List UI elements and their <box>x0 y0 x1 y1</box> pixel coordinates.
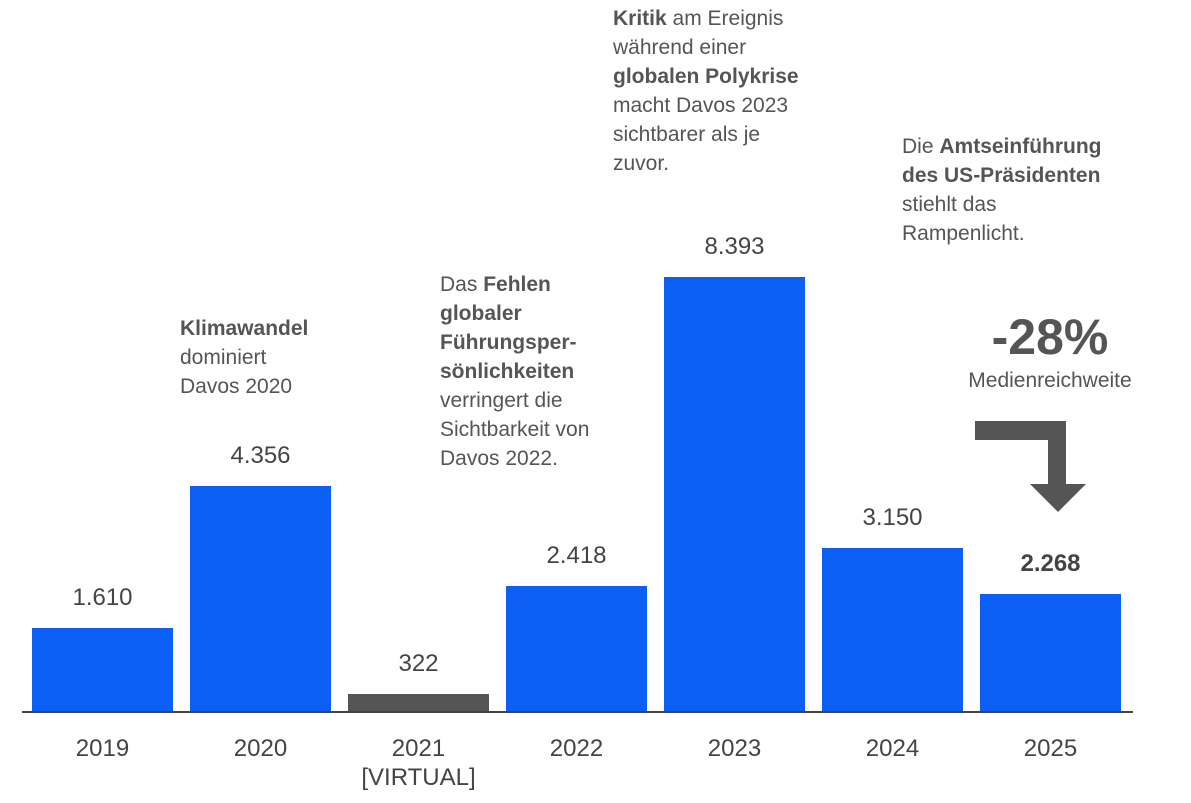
annotation: Die Amtseinführung des US-Präsidenten st… <box>902 132 1102 248</box>
annotation-text: stiehlt das Rampenlicht. <box>902 193 1025 245</box>
value-label: 2.268 <box>1020 549 1081 577</box>
annotation-text: Kritik <box>613 7 667 30</box>
x-tick-label: 2022 <box>549 735 604 762</box>
annotation-text: Fehlen globaler Führungsper- sönlichkeit… <box>440 273 577 383</box>
annotation-text: macht Davos 2023 sichtbarer als je zuvor… <box>613 94 789 175</box>
annotation: Kritik am Ereignis während einer globale… <box>613 4 799 178</box>
annotation-text: am Ereignis während einer <box>613 7 784 59</box>
value-label: 2.418 <box>546 541 607 569</box>
callout-value: -28% <box>991 309 1109 365</box>
bar <box>980 593 1121 711</box>
annotation: Das Fehlen globaler Führungsper- sönlich… <box>440 270 589 473</box>
value-label: 8.393 <box>704 233 765 260</box>
annotation-text: globalen Polykrise <box>613 65 799 88</box>
value-label: 4.356 <box>230 441 291 469</box>
value-label: 3.150 <box>862 504 923 532</box>
x-tick-label: 2019 <box>75 735 130 762</box>
bar <box>506 585 647 711</box>
baseline <box>22 711 1133 713</box>
annotation-text: Amtseinführung des US-Präsidenten <box>902 135 1102 187</box>
annotation: Klimawandel dominiert Davos 2020 <box>180 314 308 401</box>
trend-arrow <box>975 421 1086 512</box>
bar <box>190 485 331 711</box>
annotation-text: dominiert Davos 2020 <box>180 346 293 398</box>
annotation-text: verringert die Sichtbarkeit von Davos 20… <box>440 389 590 470</box>
annotation-text: Das <box>440 273 484 296</box>
value-label: 322 <box>398 650 439 678</box>
x-tick-label: 2024 <box>865 735 920 762</box>
bar <box>822 548 963 711</box>
x-tick-label: 2023 <box>707 735 762 762</box>
x-tick-label: 2021 [VIRTUAL] <box>361 735 476 791</box>
callout-caption: Medienreichweite <box>968 369 1132 392</box>
bar <box>348 694 489 711</box>
x-tick-label: 2020 <box>233 735 288 762</box>
annotation-text: Klimawandel <box>180 317 309 340</box>
bar <box>664 277 805 711</box>
value-label: 1.610 <box>72 583 133 611</box>
annotation-text: Die <box>902 135 940 158</box>
bar <box>32 627 173 711</box>
x-tick-label: 2025 <box>1023 735 1078 762</box>
